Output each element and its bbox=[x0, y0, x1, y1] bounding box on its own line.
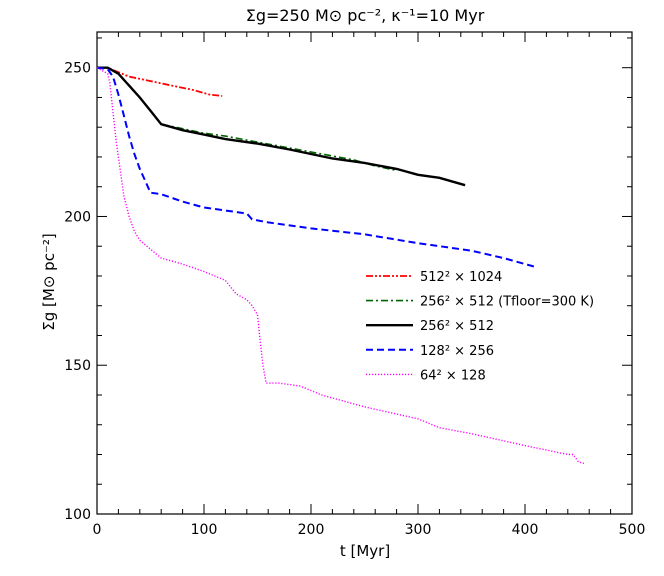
x-tick-label: 300 bbox=[405, 522, 432, 538]
y-tick-label: 100 bbox=[64, 507, 91, 523]
series-line-3 bbox=[96, 66, 536, 268]
plot-frame bbox=[96, 31, 633, 515]
x-tick-label: 100 bbox=[191, 522, 218, 538]
series-line-1 bbox=[97, 66, 397, 172]
series-line-4 bbox=[96, 67, 585, 465]
series-line-2 bbox=[97, 66, 466, 187]
y-tick-label: 200 bbox=[64, 209, 91, 225]
x-tick-label: 0 bbox=[93, 522, 102, 538]
y-tick-label: 150 bbox=[64, 358, 91, 374]
legend-label-2: 256² × 512 bbox=[420, 319, 494, 334]
legend-label-3: 128² × 256 bbox=[420, 344, 494, 359]
chart-title: Σg=250 M⊙ pc⁻², κ⁻¹=10 Myr bbox=[246, 6, 485, 25]
x-axis-label: t [Myr] bbox=[340, 542, 390, 560]
legend-label-0: 512² × 1024 bbox=[420, 270, 502, 285]
x-tick-label: 200 bbox=[298, 522, 325, 538]
y-axis-label: Σg [M⊙ pc⁻²] bbox=[40, 233, 58, 330]
legend-label-4: 64² × 128 bbox=[420, 368, 486, 383]
x-tick-label: 400 bbox=[512, 522, 539, 538]
y-tick-label: 250 bbox=[64, 61, 91, 77]
legend: 512² × 1024 256² × 512 (Tfloor=300 K) 256²… bbox=[366, 270, 594, 383]
legend-label-1: 256² × 512 (Tfloor=300 K) bbox=[420, 295, 594, 310]
series-layer bbox=[96, 66, 585, 465]
x-tick-label: 500 bbox=[619, 522, 646, 538]
